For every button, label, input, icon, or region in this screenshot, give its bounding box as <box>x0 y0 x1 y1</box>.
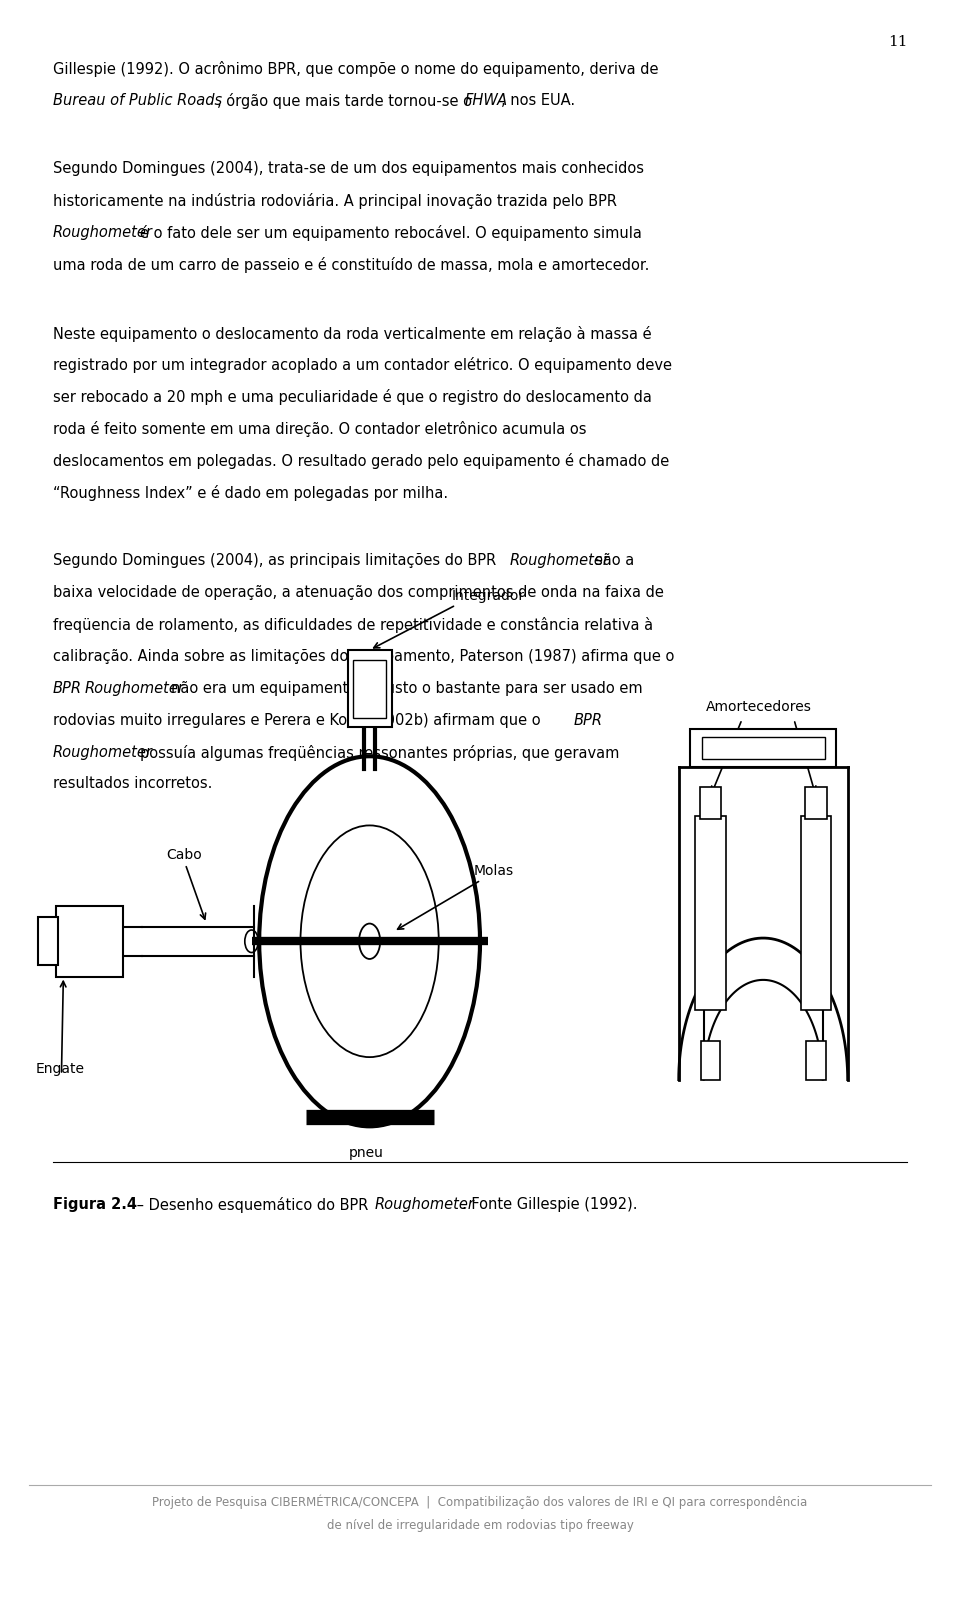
Bar <box>38 917 58 965</box>
Text: Engate: Engate <box>36 1062 84 1076</box>
Text: Molas: Molas <box>473 864 514 879</box>
Text: – Desenho esquemático do BPR: – Desenho esquemático do BPR <box>132 1197 372 1213</box>
Text: Segundo Domingues (2004), trata-se de um dos equipamentos mais conhecidos: Segundo Domingues (2004), trata-se de um… <box>53 161 644 177</box>
Text: roda é feito somente em uma direção. O contador eletrônico acumula os: roda é feito somente em uma direção. O c… <box>53 422 587 438</box>
Text: Roughometer: Roughometer <box>374 1197 474 1212</box>
Text: FHWA: FHWA <box>465 93 507 108</box>
Text: , nos EUA.: , nos EUA. <box>501 93 575 108</box>
Text: Neste equipamento o deslocamento da roda verticalmente em relação à massa é: Neste equipamento o deslocamento da roda… <box>53 325 652 341</box>
Bar <box>700 787 721 819</box>
Text: historicamente na indústria rodoviária. A principal inovação trazida pelo BPR: historicamente na indústria rodoviária. … <box>53 193 616 209</box>
Text: Roughometer: Roughometer <box>510 553 610 568</box>
Text: deslocamentos em polegadas. O resultado gerado pelo equipamento é chamado de: deslocamentos em polegadas. O resultado … <box>53 454 669 468</box>
Bar <box>695 816 726 1010</box>
Text: baixa velocidade de operação, a atenuação dos comprimentos de onda na faixa de: baixa velocidade de operação, a atenuaçã… <box>53 586 663 600</box>
Text: possuía algumas freqüências ressonantes próprias, que geravam: possuía algumas freqüências ressonantes … <box>140 745 619 761</box>
Text: Integrador: Integrador <box>451 589 524 603</box>
Text: uma roda de um carro de passeio e é constituído de massa, mola e amortecedor.: uma roda de um carro de passeio e é cons… <box>53 257 649 274</box>
Text: Bureau of Public Roads: Bureau of Public Roads <box>53 93 222 108</box>
Bar <box>348 650 392 727</box>
Bar <box>805 787 827 819</box>
Bar <box>702 737 825 759</box>
Text: 11: 11 <box>888 35 907 50</box>
Text: registrado por um integrador acoplado a um contador elétrico. O equipamento deve: registrado por um integrador acoplado a … <box>53 357 672 373</box>
Bar <box>56 906 123 977</box>
Bar <box>690 729 836 767</box>
Text: não era um equipamento robusto o bastante para ser usado em: não era um equipamento robusto o bastant… <box>171 681 642 695</box>
Bar <box>701 1041 720 1080</box>
Text: Cabo: Cabo <box>166 848 202 862</box>
Text: pneu: pneu <box>348 1146 383 1160</box>
Text: Gillespie (1992). O acrônimo BPR, que compõe o nome do equipamento, deriva de: Gillespie (1992). O acrônimo BPR, que co… <box>53 61 659 77</box>
Text: . Fonte Gillespie (1992).: . Fonte Gillespie (1992). <box>462 1197 637 1212</box>
Text: é o fato dele ser um equipamento rebocável. O equipamento simula: é o fato dele ser um equipamento rebocáv… <box>140 225 642 241</box>
Bar <box>806 1041 826 1080</box>
Bar <box>801 816 831 1010</box>
Text: , órgão que mais tarde tornou-se o: , órgão que mais tarde tornou-se o <box>217 93 477 109</box>
Text: Roughometer: Roughometer <box>53 225 153 240</box>
Text: são a: são a <box>595 553 635 568</box>
Text: Projeto de Pesquisa CIBERMÉTRICA/CONCEPA  |  Compatibilização dos valores de IRI: Projeto de Pesquisa CIBERMÉTRICA/CONCEPA… <box>153 1495 807 1509</box>
Text: Roughometer: Roughometer <box>53 745 153 759</box>
Text: calibração. Ainda sobre as limitações do equipamento, Paterson (1987) afirma que: calibração. Ainda sobre as limitações do… <box>53 648 674 665</box>
Text: BPR: BPR <box>573 713 602 727</box>
Text: Figura 2.4: Figura 2.4 <box>53 1197 137 1212</box>
Text: ser rebocado a 20 mph e uma peculiaridade é que o registro do deslocamento da: ser rebocado a 20 mph e uma peculiaridad… <box>53 389 652 405</box>
Text: Segundo Domingues (2004), as principais limitações do BPR: Segundo Domingues (2004), as principais … <box>53 553 496 568</box>
Text: “Roughness Index” e é dado em polegadas por milha.: “Roughness Index” e é dado em polegadas … <box>53 484 448 500</box>
Text: Roughometer: Roughometer <box>84 681 184 695</box>
Text: BPR: BPR <box>53 681 82 695</box>
Text: freqüencia de rolamento, as dificuldades de repetitividade e constância relativa: freqüencia de rolamento, as dificuldades… <box>53 618 653 632</box>
Text: de nível de irregularidade em rodovias tipo freeway: de nível de irregularidade em rodovias t… <box>326 1519 634 1532</box>
Bar <box>353 660 386 718</box>
Text: resultados incorretos.: resultados incorretos. <box>53 777 212 792</box>
Text: Amortecedores: Amortecedores <box>706 700 811 714</box>
Text: rodovias muito irregulares e Perera e Kohn (2002b) afirmam que o: rodovias muito irregulares e Perera e Ko… <box>53 713 540 727</box>
